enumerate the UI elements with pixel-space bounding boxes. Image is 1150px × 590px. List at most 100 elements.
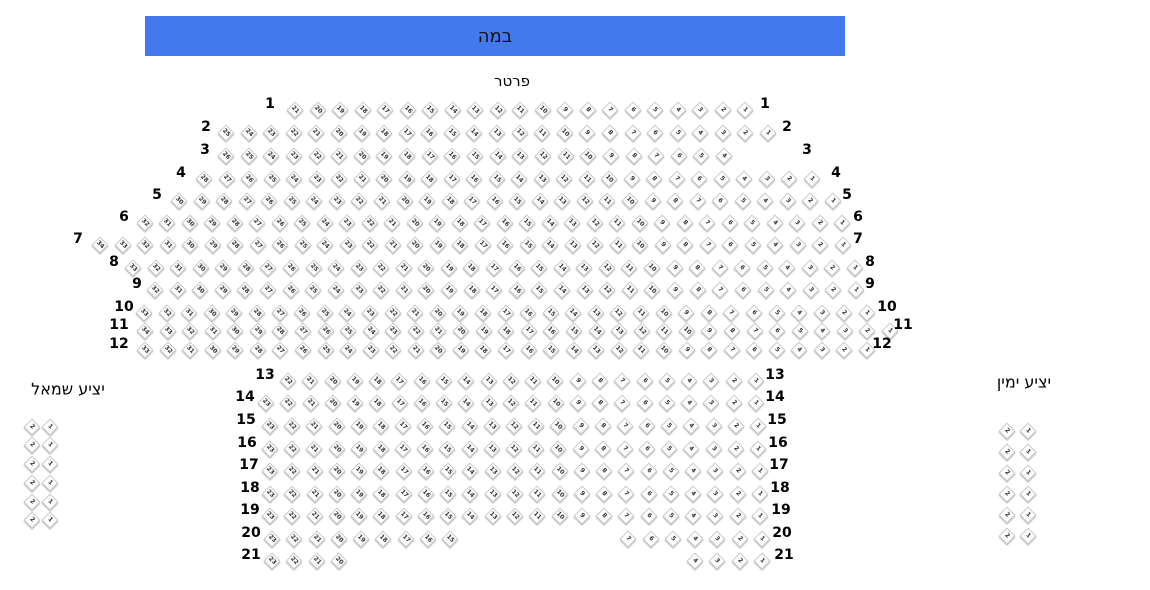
seat[interactable]: 18 — [372, 417, 390, 435]
seat[interactable]: 8 — [723, 322, 741, 340]
seat[interactable]: 9 — [573, 507, 591, 525]
seat[interactable]: 20 — [328, 507, 346, 525]
seat[interactable]: 6 — [636, 394, 654, 412]
seat[interactable]: 23 — [350, 259, 368, 277]
seat[interactable]: 14 — [461, 440, 479, 458]
seat[interactable]: 24 — [362, 322, 380, 340]
seat[interactable]: 19 — [350, 440, 368, 458]
seat[interactable]: 25 — [283, 192, 301, 210]
seat[interactable]: 20 — [353, 147, 371, 165]
seat[interactable]: 2 — [824, 281, 842, 299]
seat[interactable]: 26 — [294, 341, 312, 359]
seat[interactable]: 2 — [23, 474, 41, 492]
seat[interactable]: 15 — [508, 192, 526, 210]
seat[interactable]: 15 — [519, 236, 537, 254]
seat[interactable]: 7 — [601, 101, 619, 119]
seat[interactable]: 7 — [619, 530, 637, 548]
seat[interactable]: 1 — [759, 124, 777, 142]
seat[interactable]: 9 — [678, 341, 695, 359]
seat[interactable]: 7 — [647, 147, 665, 165]
seat[interactable]: 22 — [283, 440, 301, 458]
seat[interactable]: 10 — [655, 304, 673, 322]
seat[interactable]: 11 — [609, 236, 627, 254]
seat[interactable]: 12 — [511, 124, 529, 142]
seat[interactable]: 22 — [372, 281, 390, 299]
seat[interactable]: 21 — [384, 236, 402, 254]
seat[interactable]: 5 — [743, 214, 761, 232]
seat[interactable]: 3 — [706, 507, 724, 525]
seat[interactable]: 1 — [846, 259, 864, 277]
seat[interactable]: 2 — [998, 422, 1016, 440]
seat[interactable]: 3 — [714, 124, 732, 142]
seat[interactable]: 20 — [429, 304, 447, 322]
seat[interactable]: 1 — [847, 281, 865, 299]
seat[interactable]: 22 — [350, 192, 368, 210]
seat[interactable]: 12 — [633, 322, 651, 340]
seat[interactable]: 5 — [744, 236, 762, 254]
seat[interactable]: 17 — [485, 281, 503, 299]
seat[interactable]: 25 — [304, 281, 322, 299]
seat[interactable]: 29 — [193, 192, 211, 210]
seat[interactable]: 13 — [484, 462, 502, 480]
seat[interactable]: 16 — [443, 147, 461, 165]
seat[interactable]: 1 — [833, 214, 851, 232]
seat[interactable]: 20 — [417, 259, 435, 277]
seat[interactable]: 17 — [395, 507, 413, 525]
seat[interactable]: 17 — [397, 530, 415, 548]
seat[interactable]: 7 — [616, 440, 634, 458]
seat[interactable]: 28 — [236, 281, 254, 299]
seat[interactable]: 12 — [534, 147, 552, 165]
seat[interactable]: 15 — [466, 147, 484, 165]
seat[interactable]: 13 — [576, 281, 594, 299]
seat[interactable]: 16 — [508, 259, 526, 277]
seat[interactable]: 6 — [638, 440, 656, 458]
seat[interactable]: 16 — [399, 101, 416, 119]
seat[interactable]: 2 — [736, 124, 754, 142]
seat[interactable]: 14 — [531, 192, 549, 210]
seat[interactable]: 16 — [542, 322, 560, 340]
seat[interactable]: 23 — [261, 417, 279, 435]
seat[interactable]: 29 — [249, 322, 267, 340]
seat[interactable]: 15 — [439, 507, 457, 525]
seat[interactable]: 13 — [563, 214, 581, 232]
seat[interactable]: 4 — [715, 147, 733, 165]
seat[interactable]: 17 — [497, 304, 514, 322]
seat[interactable]: 24 — [240, 124, 258, 142]
seat[interactable]: 4 — [813, 322, 831, 340]
seat[interactable]: 12 — [502, 394, 520, 412]
seat[interactable]: 31 — [181, 341, 199, 359]
seat[interactable]: 1 — [41, 493, 59, 511]
seat[interactable]: 25 — [316, 304, 334, 322]
seat[interactable]: 8 — [595, 507, 613, 525]
seat[interactable]: 19 — [418, 192, 436, 210]
seat[interactable]: 30 — [191, 281, 209, 299]
seat[interactable]: 3 — [702, 394, 720, 412]
seat[interactable]: 16 — [519, 304, 537, 322]
seat[interactable]: 2 — [729, 485, 747, 503]
seat[interactable]: 6 — [624, 101, 641, 119]
seat[interactable]: 17 — [394, 440, 412, 458]
seat[interactable]: 3 — [705, 417, 723, 435]
seat[interactable]: 10 — [556, 124, 574, 142]
seat[interactable]: 31 — [159, 236, 177, 254]
seat[interactable]: 1 — [1019, 527, 1037, 545]
seat[interactable]: 14 — [489, 147, 507, 165]
seat[interactable]: 4 — [669, 101, 686, 119]
seat[interactable]: 8 — [595, 462, 613, 480]
seat[interactable]: 33 — [136, 341, 154, 359]
seat[interactable]: 4 — [686, 530, 704, 548]
seat[interactable]: 22 — [330, 170, 348, 188]
seat[interactable]: 13 — [483, 440, 501, 458]
seat[interactable]: 7 — [616, 417, 634, 435]
seat[interactable]: 22 — [285, 552, 303, 570]
seat[interactable]: 32 — [136, 236, 154, 254]
seat[interactable]: 9 — [644, 192, 662, 210]
seat[interactable]: 28 — [237, 259, 255, 277]
seat[interactable]: 16 — [416, 417, 434, 435]
seat[interactable]: 19 — [350, 462, 368, 480]
seat[interactable]: 10 — [631, 236, 649, 254]
seat[interactable]: 4 — [691, 124, 709, 142]
seat[interactable]: 11 — [528, 507, 546, 525]
seat[interactable]: 8 — [579, 101, 596, 119]
seat[interactable]: 8 — [676, 236, 694, 254]
